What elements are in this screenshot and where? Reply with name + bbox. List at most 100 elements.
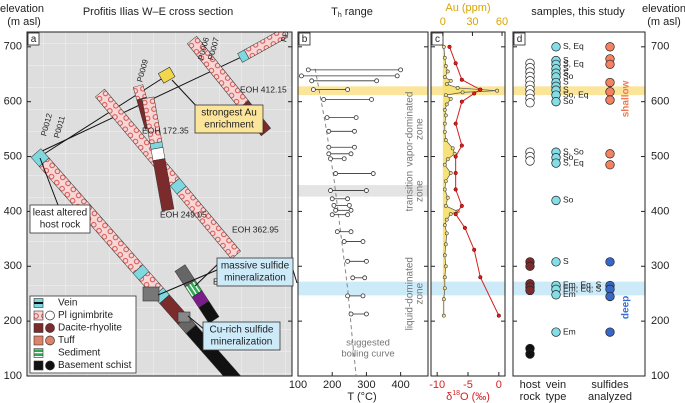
zone-label: transition xyxy=(405,171,416,212)
au-point xyxy=(442,223,447,228)
au-point xyxy=(444,231,449,236)
au-point xyxy=(443,113,448,118)
d18o-point xyxy=(459,143,464,148)
th-endpoint xyxy=(345,87,351,93)
vein-sample xyxy=(551,158,561,168)
th-endpoint xyxy=(348,311,354,317)
d18o-point xyxy=(453,154,458,159)
legend-swatch xyxy=(33,310,44,321)
th-endpoint xyxy=(364,311,369,317)
panel-letter-box xyxy=(513,32,526,46)
d18o-point xyxy=(472,91,477,96)
sulfide-sample xyxy=(605,77,615,88)
d18o-point xyxy=(478,275,483,280)
host-rock-sample xyxy=(525,285,535,296)
label-superscript: 18 xyxy=(452,390,460,397)
th-endpoint xyxy=(353,115,359,120)
au-tick-label: 30 xyxy=(466,16,478,28)
callout-arrow xyxy=(292,269,298,284)
d18o-point xyxy=(453,121,458,126)
au-point xyxy=(448,78,453,83)
vein-sample xyxy=(551,42,561,52)
sulfide-sample xyxy=(605,149,615,159)
x-tick-label: 400 xyxy=(391,379,409,391)
callout-box xyxy=(202,321,281,351)
callout-arrow xyxy=(187,315,206,331)
th-endpoint xyxy=(310,87,316,93)
au-point xyxy=(450,146,455,151)
legend-label: Vein xyxy=(58,298,77,309)
vein-type-label: S xyxy=(563,256,569,266)
vein-type-label: Em, Eq, S xyxy=(563,284,602,294)
vein-type-label: S, Eq xyxy=(563,157,584,167)
d18o-tick-label: -10 xyxy=(429,379,445,391)
callout-box xyxy=(194,104,264,134)
column-label: vein xyxy=(546,379,566,391)
legend-circle xyxy=(45,310,55,321)
au-point xyxy=(442,108,447,112)
th-endpoint xyxy=(350,275,356,281)
th-endpoint xyxy=(364,258,369,264)
th-endpoint xyxy=(362,275,368,281)
au-point xyxy=(443,179,448,184)
th-endpoint xyxy=(341,156,347,162)
callout-text: mineralization xyxy=(224,273,286,284)
panel-letter: d xyxy=(517,34,523,45)
au-axis-label: Au (ppm) xyxy=(445,2,490,14)
au-point xyxy=(448,212,453,217)
label-part: O (‰) xyxy=(460,391,490,403)
d18o-point xyxy=(453,61,458,66)
th-endpoint xyxy=(360,239,366,244)
x-axis-label: T (°C) xyxy=(347,391,376,403)
vein-type-label: So xyxy=(563,96,574,106)
au-point xyxy=(442,75,447,79)
x-tick-label: 100 xyxy=(289,379,307,391)
zone-label: zone xyxy=(415,180,426,202)
callout-text: Cu-rich sulfide xyxy=(210,325,274,336)
au-point xyxy=(445,195,450,200)
callout-text: host rock xyxy=(40,220,82,231)
au-point xyxy=(444,102,449,107)
th-endpoint xyxy=(305,67,311,73)
panel-letter-box xyxy=(298,32,311,46)
d18o-tick-label: 0 xyxy=(496,379,502,391)
y-tick-label: 500 xyxy=(4,150,22,162)
au-point xyxy=(442,187,447,192)
vein-type-label: So xyxy=(563,71,574,81)
panel-frame xyxy=(297,31,429,377)
panel-letter: a xyxy=(31,34,37,45)
au-point xyxy=(444,217,449,222)
vein-type-label: Em, Eq, S xyxy=(563,280,602,290)
section-drawing xyxy=(30,32,288,376)
th-endpoint xyxy=(398,67,404,73)
au-point xyxy=(442,275,447,280)
au-point xyxy=(442,162,447,167)
vein-type-label: S, So xyxy=(563,146,584,156)
hole-segment xyxy=(152,158,175,212)
th-endpoint xyxy=(348,229,354,235)
th-endpoint xyxy=(370,171,376,176)
hole-segment xyxy=(243,32,288,59)
th-endpoint xyxy=(341,239,347,244)
au-point xyxy=(442,253,447,258)
host-rock-sample xyxy=(525,98,535,108)
y-axis-label: elevation xyxy=(0,3,44,15)
au-point xyxy=(441,313,446,318)
vein-type-label: So, Eq xyxy=(563,89,589,99)
highlight-band xyxy=(513,86,645,96)
au-point xyxy=(442,55,447,60)
vein-sample xyxy=(551,97,561,107)
highlight-band xyxy=(298,281,428,296)
au-point xyxy=(443,242,448,247)
zone-label: vapor-dominated xyxy=(405,92,416,167)
au-tick-label: 0 xyxy=(440,16,446,28)
y-tick-label: 400 xyxy=(4,205,22,217)
th-endpoint xyxy=(328,188,333,193)
vein-sample xyxy=(551,257,561,267)
d18o-point xyxy=(462,225,467,230)
drill-hole xyxy=(141,96,175,212)
th-endpoint xyxy=(374,78,380,84)
callout-text: enrichment xyxy=(204,120,254,131)
th-endpoint xyxy=(348,207,354,213)
